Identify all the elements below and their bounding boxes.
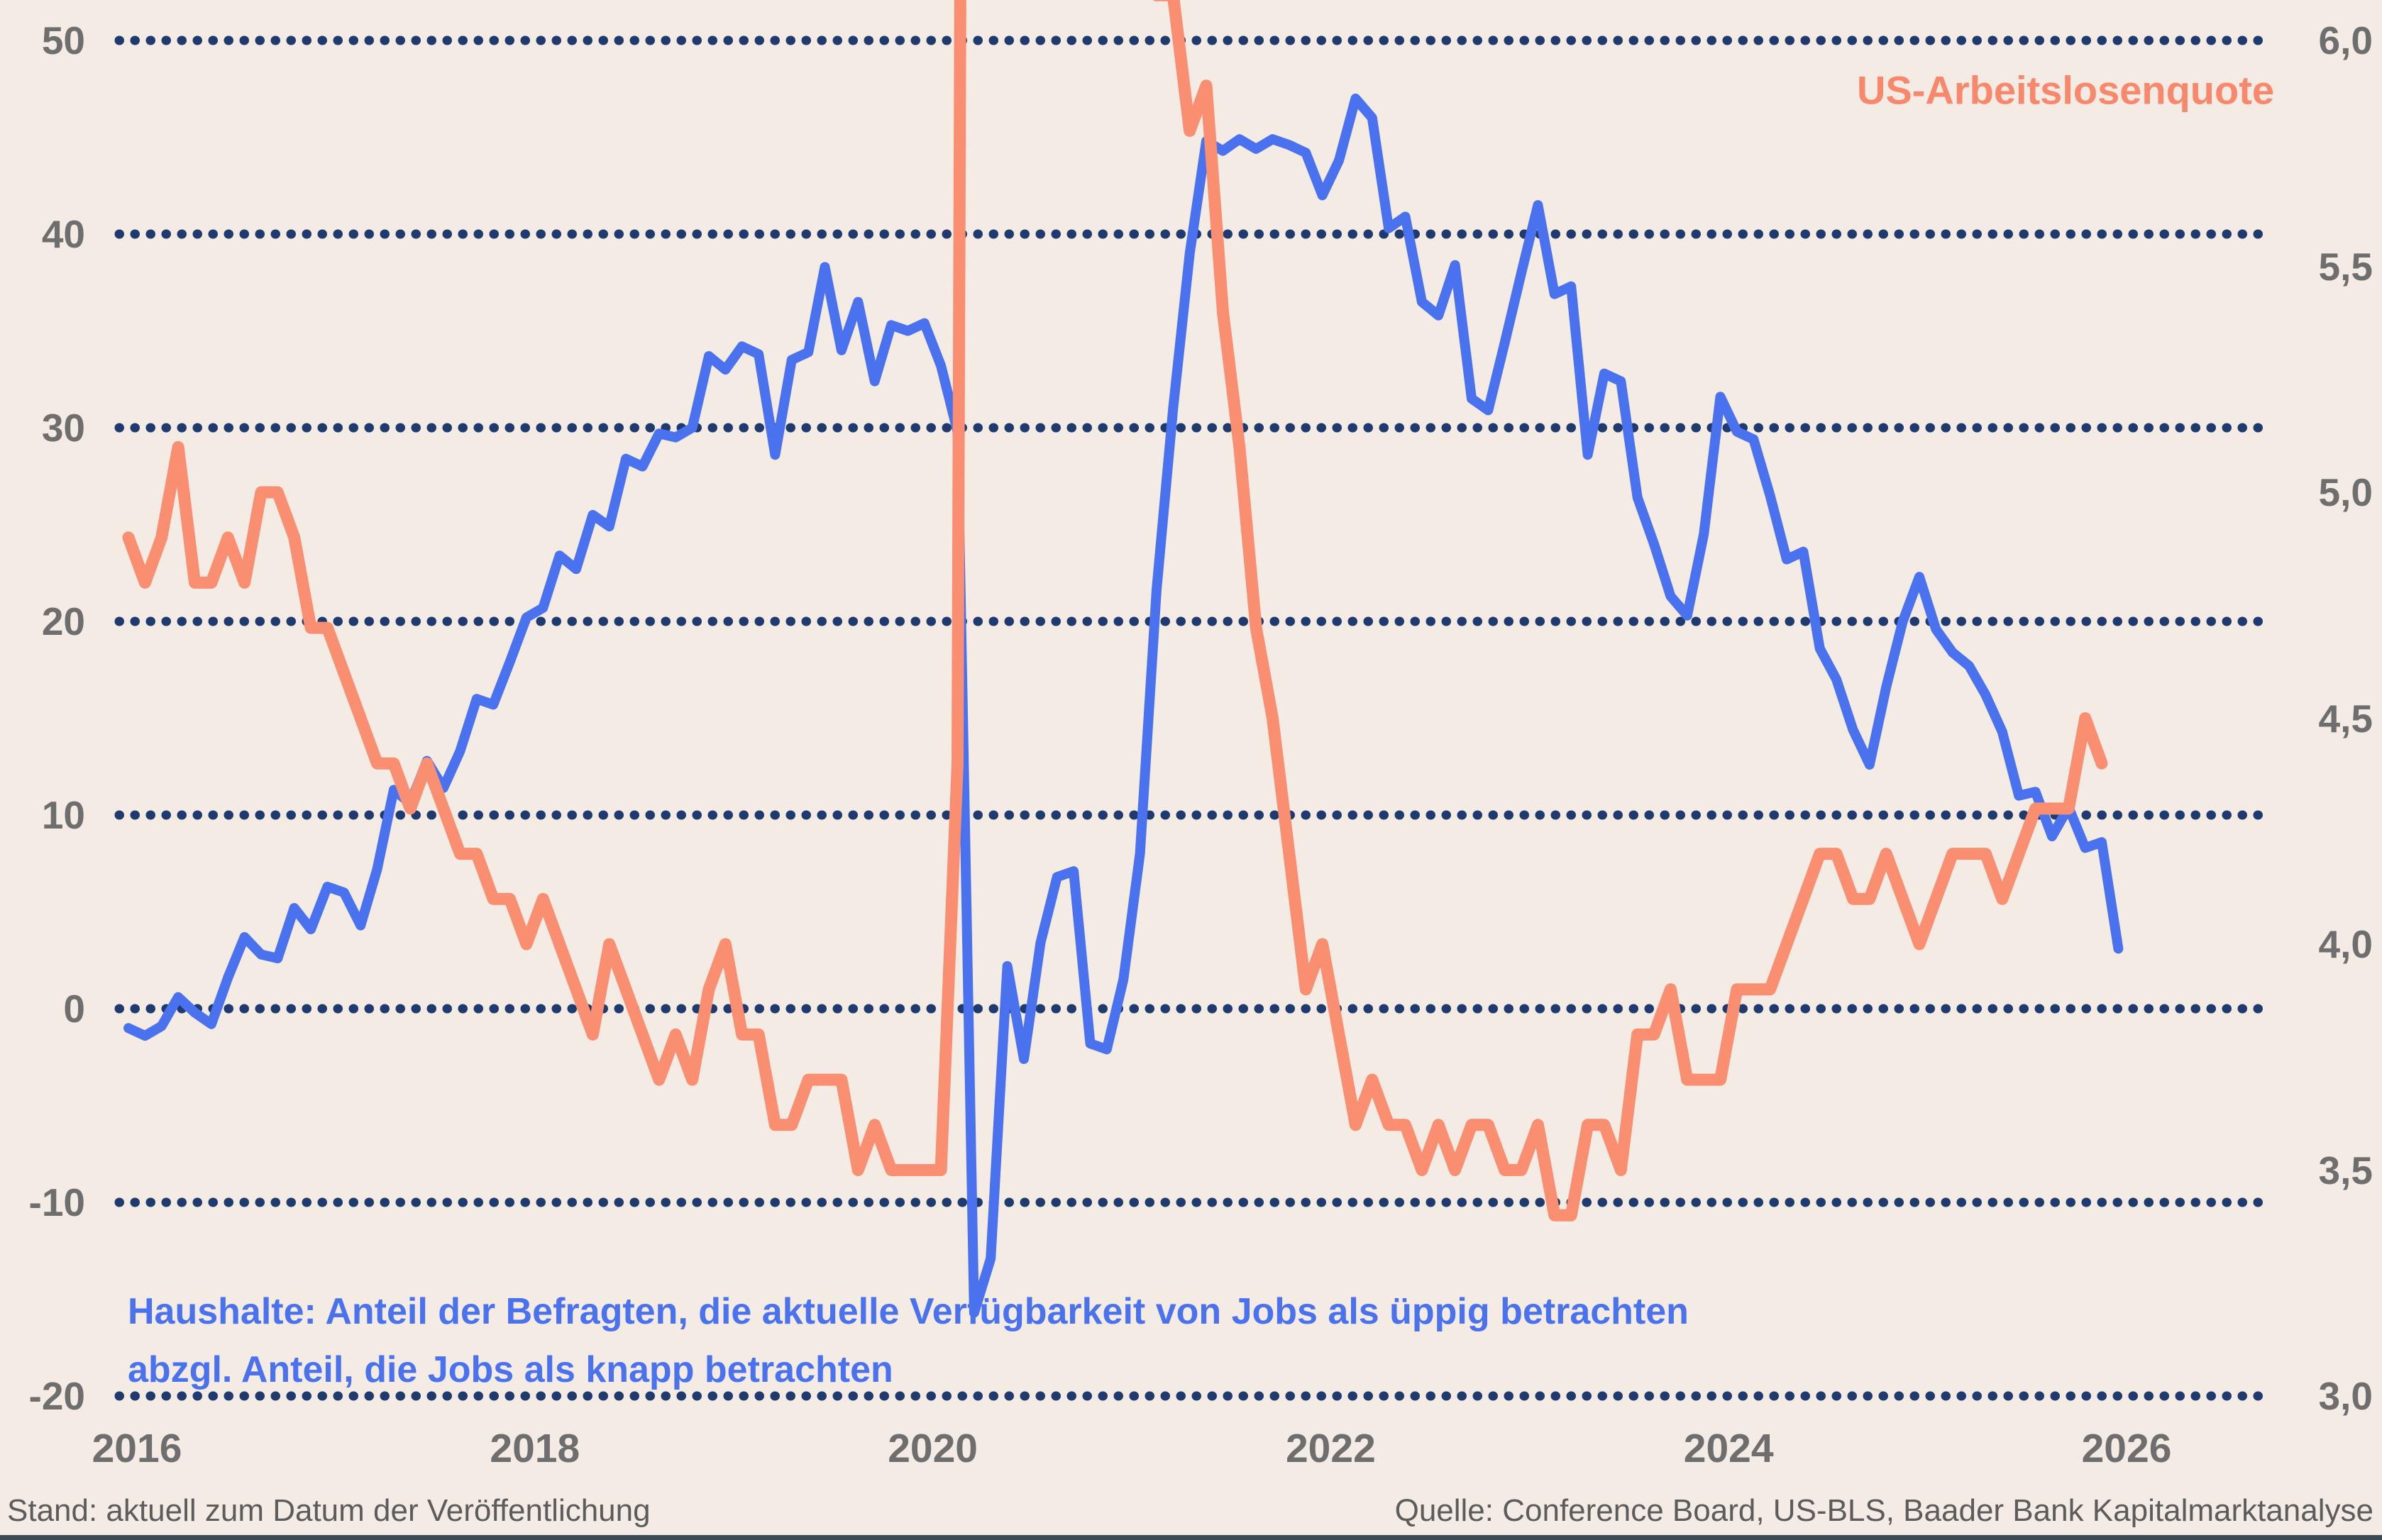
source-note: Quelle: Conference Board, US-BLS, Baader… bbox=[1394, 1493, 2373, 1528]
y-right-tick-5,5: 5,5 bbox=[2318, 244, 2373, 289]
x-tick-2018: 2018 bbox=[490, 1426, 580, 1471]
y-right-tick-4,0: 4,0 bbox=[2318, 922, 2373, 966]
y-left-tick-50: 50 bbox=[41, 18, 85, 62]
unemployment-series-label: US-Arbeitslosenquote bbox=[1856, 67, 2274, 113]
bottom-divider bbox=[0, 1535, 2382, 1540]
x-tick-2016: 2016 bbox=[92, 1426, 182, 1471]
x-tick-2022: 2022 bbox=[1285, 1426, 1376, 1471]
x-tick-2020: 2020 bbox=[888, 1426, 978, 1471]
y-left-tick--20: -20 bbox=[28, 1374, 86, 1418]
y-right-tick-4,5: 4,5 bbox=[2318, 696, 2373, 741]
us-unemployment-rate-line bbox=[122, 0, 2108, 1222]
y-left-tick--10: -10 bbox=[28, 1180, 86, 1224]
y-right-tick-5,0: 5,0 bbox=[2318, 470, 2373, 514]
y-left-tick-30: 30 bbox=[41, 406, 85, 450]
annotation-line-2: abzgl. Anteil, die Jobs als knapp betrac… bbox=[128, 1349, 893, 1390]
households-jobs-differential-line bbox=[123, 93, 2124, 1318]
x-tick-2026: 2026 bbox=[2081, 1426, 2172, 1471]
y-right-tick-3,5: 3,5 bbox=[2318, 1148, 2373, 1192]
y-left-tick-10: 10 bbox=[41, 793, 85, 837]
y-right-tick-6,0: 6,0 bbox=[2318, 18, 2373, 62]
y-right-tick-3,0: 3,0 bbox=[2318, 1374, 2373, 1418]
x-tick-2024: 2024 bbox=[1683, 1426, 1774, 1471]
households-series-annotation: Haushalte: Anteil der Befragten, die akt… bbox=[128, 1283, 1689, 1399]
y-left-tick-20: 20 bbox=[41, 599, 85, 643]
stand-note: Stand: aktuell zum Datum der Veröffentli… bbox=[7, 1493, 651, 1528]
annotation-line-1: Haushalte: Anteil der Befragten, die akt… bbox=[128, 1291, 1689, 1332]
y-left-tick-40: 40 bbox=[41, 212, 85, 256]
y-left-tick-0: 0 bbox=[63, 987, 85, 1031]
